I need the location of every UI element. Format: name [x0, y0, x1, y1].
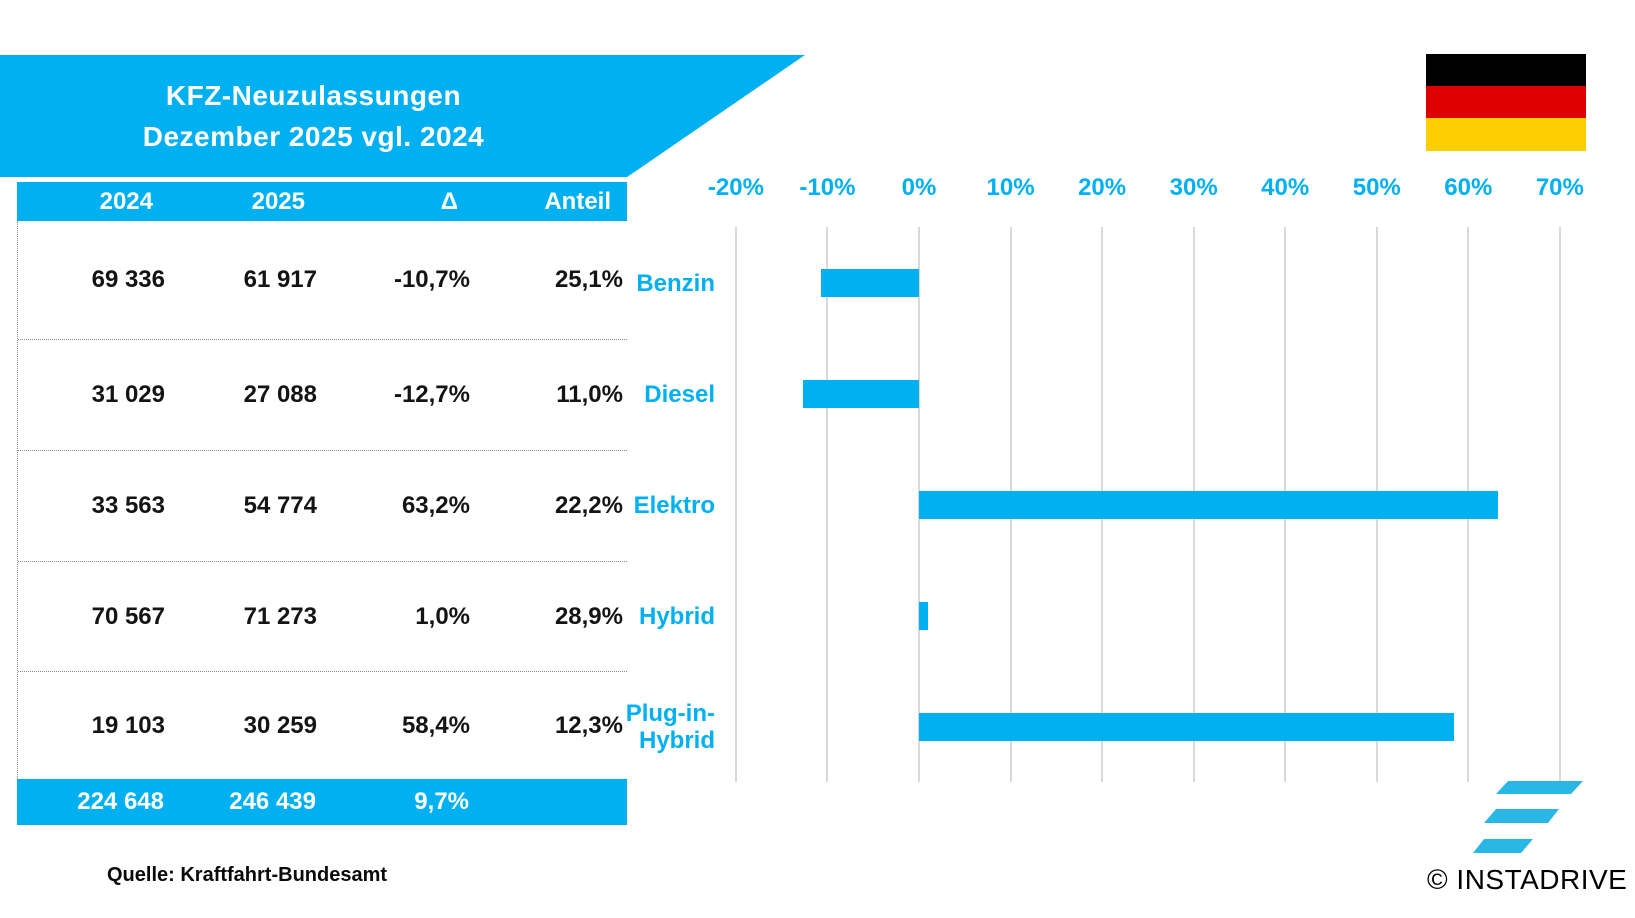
cell-2025: 61 917: [243, 266, 317, 293]
cell-anteil: 22,2%: [554, 492, 623, 519]
table-row-hybrid: 70 567 71 273 1,0% 28,9%: [18, 562, 627, 672]
chart-gridline: [1375, 227, 1378, 782]
cell-2024: 70 567: [91, 602, 165, 630]
axis-tick-label: 60%: [1444, 174, 1493, 201]
flag-stripe-gold: [1426, 118, 1586, 151]
axis-tick-label: -10%: [799, 174, 856, 201]
chart-gridline: [826, 227, 829, 782]
copyright-text: © INSTADRIVE: [1427, 864, 1628, 895]
table-header-row: 2024 2025 Δ Anteil: [17, 182, 627, 221]
chart-gridline: [918, 227, 920, 782]
chart-bar-elektro: [919, 491, 1498, 519]
table-body: 69 336 61 917 -10,7% 25,1% 31 029 27 088…: [17, 221, 627, 779]
cell-anteil: 25,1%: [554, 266, 623, 293]
cell-2024: 33 563: [91, 492, 165, 519]
cell-2024: 69 336: [91, 266, 165, 293]
source-note: Quelle: Kraftfahrt-Bundesamt: [107, 864, 388, 886]
chart-bar-diesel: [802, 380, 919, 408]
germany-flag: [1426, 54, 1586, 151]
col-header-delta: Δ: [440, 187, 458, 215]
table-row-benzin: 69 336 61 917 -10,7% 25,1%: [18, 221, 627, 340]
axis-tick-label: 40%: [1261, 174, 1310, 201]
axis-tick-label: -20%: [707, 174, 764, 201]
instadrive-logo-icon: [1473, 781, 1583, 853]
col-header-anteil: Anteil: [544, 187, 611, 215]
table-row-plug-in-hybrid: 19 103 30 259 58,4% 12,3%: [18, 672, 627, 779]
chart-bar-benzin: [821, 269, 919, 297]
cell-2025: 30 259: [243, 711, 317, 739]
col-header-2024: 2024: [99, 187, 153, 215]
total-2025: 246 439: [229, 788, 316, 815]
cell-anteil: 28,9%: [554, 602, 623, 630]
chart-gridline: [1558, 227, 1561, 782]
cell-delta: 63,2%: [401, 492, 470, 519]
axis-tick-label: 10%: [986, 174, 1035, 201]
cell-delta: 58,4%: [401, 711, 470, 739]
col-header-2025: 2025: [251, 187, 305, 215]
cell-2024: 31 029: [91, 381, 165, 408]
chart-gridline: [1101, 227, 1104, 782]
cell-delta: 1,0%: [415, 602, 470, 630]
axis-tick-label: 30%: [1169, 174, 1218, 201]
axis-tick-label: 70%: [1535, 174, 1584, 201]
table-row-diesel: 31 029 27 088 -12,7% 11,0%: [18, 340, 627, 451]
axis-tick-label: 20%: [1078, 174, 1127, 201]
page-title-line2: Dezember 2025 vgl. 2024: [142, 121, 485, 152]
total-delta: 9,7%: [414, 788, 469, 815]
table-total-row: 224 648 246 439 9,7%: [17, 779, 627, 825]
total-2024: 224 648: [77, 788, 164, 815]
cell-anteil: 12,3%: [554, 711, 623, 739]
title-banner: KFZ-Neuzulassungen Dezember 2025 vgl. 20…: [0, 55, 805, 177]
cell-anteil: 11,0%: [556, 381, 623, 408]
cell-2024: 19 103: [91, 711, 165, 739]
cell-2025: 54 774: [243, 492, 317, 519]
chart-gridline: [734, 227, 737, 782]
chart-gridline: [1192, 227, 1195, 782]
chart-bar-plug-in-hybrid: [919, 713, 1454, 741]
chart-bar-hybrid: [919, 602, 929, 630]
chart-gridline: [1284, 227, 1287, 782]
flag-stripe-red: [1426, 86, 1586, 118]
cell-delta: -12,7%: [393, 381, 470, 408]
cell-2025: 71 273: [243, 602, 317, 630]
table-row-elektro: 33 563 54 774 63,2% 22,2%: [18, 451, 627, 562]
axis-tick-label: 0%: [901, 174, 937, 201]
page-title: KFZ-Neuzulassungen Dezember 2025 vgl. 20…: [0, 55, 627, 157]
flag-stripe-black: [1426, 54, 1586, 86]
page-title-line1: KFZ-Neuzulassungen: [165, 80, 462, 111]
chart-gridline: [1467, 227, 1470, 782]
registrations-table: 2024 2025 Δ Anteil 69 336 61 917 -10,7% …: [17, 182, 627, 825]
axis-tick-label: 50%: [1352, 174, 1401, 201]
cell-2025: 27 088: [243, 381, 317, 408]
cell-delta: -10,7%: [393, 266, 470, 293]
chart-gridline: [1009, 227, 1012, 782]
